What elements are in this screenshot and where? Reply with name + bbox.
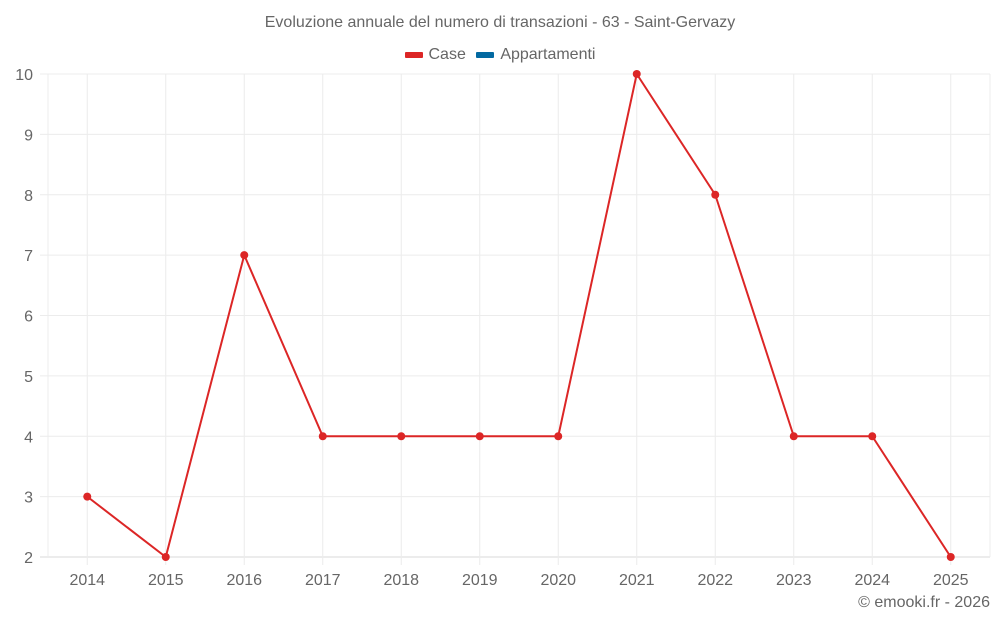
y-tick-label: 8 (24, 188, 33, 205)
y-tick-label: 9 (24, 127, 33, 144)
y-tick-label: 7 (24, 248, 33, 265)
y-axis: 2 3 4 5 6 7 8 9 10 (15, 67, 33, 567)
series-line (86, 73, 952, 558)
x-tick-label: 2025 (933, 572, 969, 589)
data-point[interactable] (397, 432, 406, 441)
legend-label-case: Case (428, 46, 466, 63)
data-point[interactable] (946, 553, 955, 561)
y-tick-label: 5 (24, 369, 33, 386)
x-tick-label: 2017 (305, 572, 341, 589)
x-tick-label: 2018 (383, 572, 419, 589)
x-tick-label: 2015 (148, 572, 184, 589)
x-tick-label: 2023 (776, 572, 812, 589)
x-tick-label: 2020 (540, 572, 576, 589)
data-point[interactable] (868, 432, 877, 441)
legend: Case Appartamenti (0, 45, 1000, 64)
x-axis: 2014 2015 2016 2017 2018 2019 2020 2021 2022 2023… (69, 572, 968, 589)
x-tick-label: 2022 (697, 572, 733, 589)
legend-swatch-appartamenti (476, 52, 495, 58)
data-point[interactable] (632, 70, 641, 78)
x-tick-label: 2019 (462, 572, 498, 589)
data-point[interactable] (240, 251, 249, 260)
data-point[interactable] (711, 190, 720, 199)
x-tick-label: 2024 (854, 572, 890, 589)
data-point[interactable] (318, 432, 327, 441)
series-case (83, 70, 955, 561)
x-tick-label: 2021 (619, 572, 655, 589)
y-tick-label: 10 (15, 67, 33, 84)
credit: © emooki.fr - 2026 (858, 594, 990, 611)
y-tick-label: 2 (24, 550, 33, 567)
y-tick-label: 4 (24, 429, 33, 446)
data-point[interactable] (161, 553, 170, 561)
x-tick-label: 2016 (226, 572, 262, 589)
legend-swatch-case (404, 52, 423, 58)
y-tick-label: 3 (24, 490, 33, 507)
data-point[interactable] (475, 432, 484, 441)
grid-lines (40, 73, 991, 565)
x-tick-label: 2014 (69, 572, 105, 589)
legend-item-case[interactable]: Case (404, 46, 466, 64)
data-point[interactable] (789, 432, 798, 441)
data-point[interactable] (83, 492, 92, 501)
data-point[interactable] (554, 432, 563, 441)
legend-item-appartamenti[interactable]: Appartamenti (476, 46, 595, 64)
legend-label-appartamenti: Appartamenti (500, 46, 596, 63)
y-tick-label: 6 (24, 309, 33, 326)
chart-title: Evoluzione annuale del numero di transaz… (264, 14, 736, 31)
